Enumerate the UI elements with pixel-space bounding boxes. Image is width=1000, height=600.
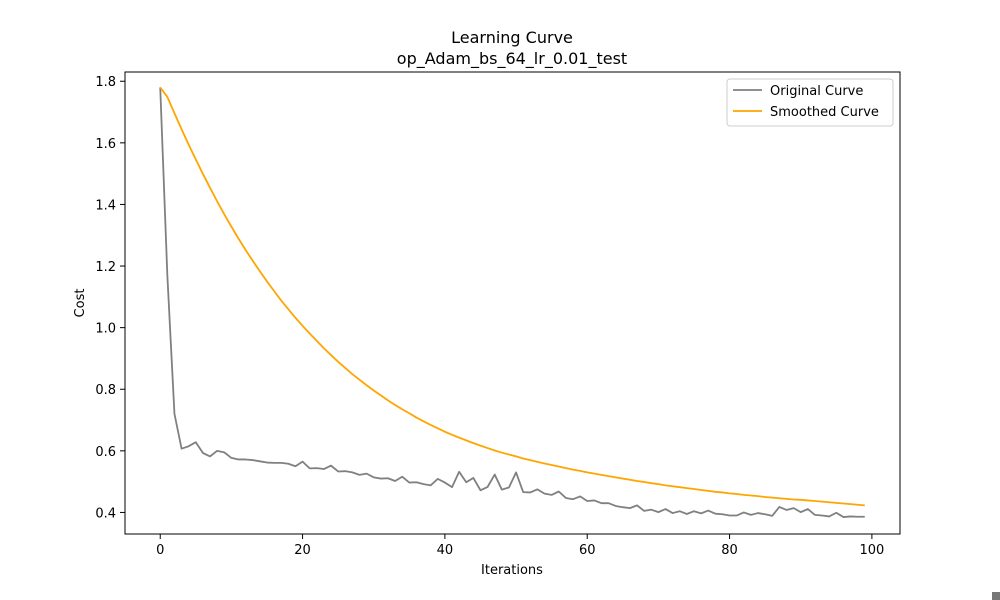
y-tick-label: 1.8 bbox=[95, 75, 116, 90]
x-tick-label: 80 bbox=[721, 543, 738, 558]
x-tick-label: 100 bbox=[859, 543, 884, 558]
y-tick-label: 1.6 bbox=[95, 137, 116, 152]
x-axis-ticks: 0 20 40 60 80 100 bbox=[156, 534, 884, 558]
x-tick-label: 60 bbox=[579, 543, 596, 558]
x-axis-label: Iterations bbox=[481, 563, 543, 578]
series-layer bbox=[159, 86, 865, 518]
plot-frame bbox=[124, 71, 901, 535]
y-axis-label: Cost bbox=[73, 289, 88, 318]
x-tick-label: 40 bbox=[437, 543, 454, 558]
y-tick-label: 1.0 bbox=[95, 322, 116, 337]
y-tick-label: 1.2 bbox=[95, 260, 116, 275]
legend-label-original: Original Curve bbox=[770, 84, 863, 99]
legend-box bbox=[726, 78, 894, 127]
y-tick-label: 1.4 bbox=[95, 198, 116, 213]
x-tick-label: 20 bbox=[294, 543, 311, 558]
legend: Original Curve Smoothed Curve bbox=[726, 78, 894, 127]
chart-subtitle: op_Adam_bs_64_lr_0.01_test bbox=[397, 49, 627, 69]
smoothed-curve-line bbox=[159, 86, 865, 507]
x-tick-label: 0 bbox=[156, 543, 164, 558]
original-curve-line bbox=[159, 87, 865, 518]
resize-handle[interactable] bbox=[992, 592, 1000, 600]
y-tick-label: 0.6 bbox=[95, 445, 116, 460]
chart-title: Learning Curve bbox=[451, 28, 573, 47]
y-axis-ticks: 0.4 0.6 0.8 1.0 1.2 1.4 1.6 1.8 bbox=[95, 75, 125, 521]
y-tick-label: 0.8 bbox=[95, 383, 116, 398]
y-tick-label: 0.4 bbox=[95, 506, 116, 521]
legend-label-smoothed: Smoothed Curve bbox=[770, 105, 879, 120]
